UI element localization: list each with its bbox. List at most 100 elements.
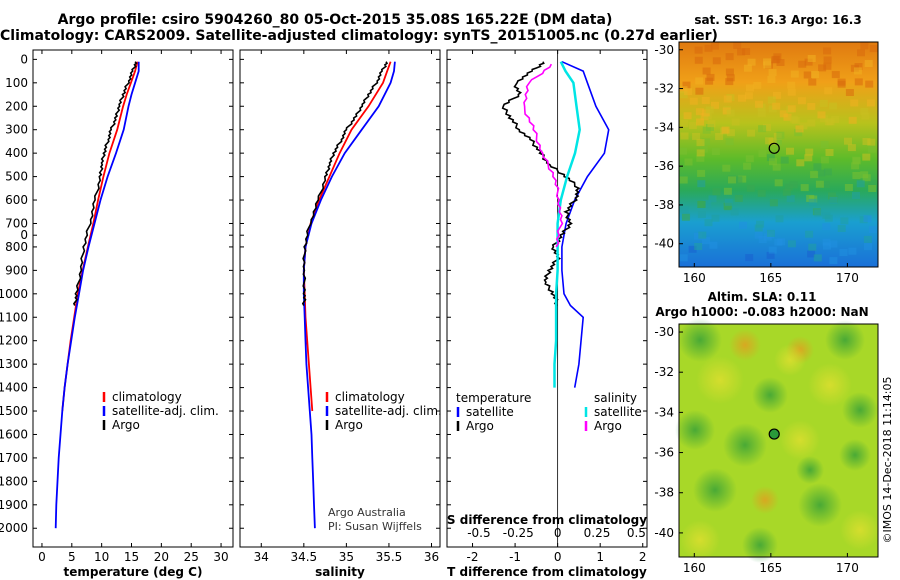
- sst-texture-cell: [710, 42, 719, 50]
- sst-texture-cell: [775, 215, 784, 223]
- depth-tick-label: 0: [20, 52, 28, 66]
- x-tick-label: 35: [339, 550, 354, 564]
- sla-texture-blob: [774, 344, 806, 376]
- legend-label: climatology: [112, 390, 182, 404]
- sst-texture-cell: [697, 180, 706, 188]
- depth-tick-label: 1000: [0, 287, 28, 301]
- sst-texture-cell: [757, 189, 766, 197]
- sst-texture-cell: [723, 95, 732, 103]
- series-line-argo: [72, 61, 138, 306]
- sst-texture-cell: [817, 111, 826, 119]
- sst-texture-cell: [734, 194, 743, 202]
- sst-texture-cell: [863, 215, 872, 223]
- sst-texture-cell: [860, 171, 869, 179]
- sst-texture-cell: [808, 78, 817, 86]
- sst-texture-cell: [847, 144, 856, 152]
- sst-texture-cell: [828, 192, 836, 200]
- sst-texture-cell: [787, 81, 796, 89]
- legend-label: Argo: [335, 418, 363, 432]
- sst-texture-cell: [787, 240, 796, 248]
- sla-texture-blob: [752, 377, 788, 413]
- sst-map: 160 165 170 -30 -32 -34 -36 -38 -40 sat. SST: 16…: [654, 13, 879, 285]
- sst-texture-cell: [733, 42, 742, 49]
- sst-texture-cell: [789, 115, 798, 123]
- x-axis-label: salinity: [315, 565, 365, 579]
- sst-texture-cell: [805, 148, 814, 156]
- sst-map-axes: 160 165 170 -30 -32 -34 -36 -38 -40: [654, 43, 858, 285]
- sst-texture-cell: [817, 169, 826, 177]
- sst-texture-cell: [848, 116, 857, 124]
- sst-texture-cell: [712, 57, 721, 65]
- sst-texture-cell: [684, 158, 693, 166]
- sla-texture-blob: [751, 486, 779, 514]
- sst-texture-cell: [704, 44, 713, 52]
- sst-texture-cell: [861, 112, 870, 120]
- sst-texture-cell: [681, 213, 690, 221]
- sst-texture-cell: [837, 80, 846, 88]
- series-line-temperature-satellite: [561, 60, 610, 388]
- sst-texture-cell: [696, 139, 705, 147]
- sst-texture-cell: [813, 163, 822, 171]
- sst-texture-cell: [789, 181, 798, 189]
- depth-tick-label: 700: [5, 216, 28, 230]
- sst-texture-cell: [734, 176, 743, 184]
- sst-texture-cell: [728, 176, 736, 184]
- sla-texture-blob: [723, 423, 767, 467]
- sst-texture-cell: [811, 71, 819, 78]
- sst-texture-cell: [807, 102, 816, 110]
- sst-texture-cell: [869, 45, 878, 53]
- map-y-tick-label: -34: [654, 120, 674, 134]
- sst-texture-cell: [696, 118, 705, 126]
- salinity-tick-label: 0: [554, 526, 562, 540]
- sst-texture-cell: [708, 195, 717, 203]
- sst-texture-cell: [854, 63, 863, 70]
- sst-texture-cell: [697, 169, 706, 177]
- sst-texture-cell: [808, 198, 817, 206]
- salinity-tick-label: 0.25: [584, 526, 611, 540]
- sst-texture-cell: [804, 154, 813, 162]
- sst-texture-cell: [829, 257, 838, 265]
- sst-texture-cell: [757, 109, 766, 117]
- sst-texture-cell: [758, 125, 767, 133]
- map-x-tick-label: 170: [836, 271, 859, 285]
- sst-texture-cell: [725, 78, 734, 86]
- sst-texture-cell: [831, 71, 840, 79]
- x-axis-label: T difference from climatology: [447, 565, 647, 579]
- sst-texture-cell: [769, 199, 778, 207]
- sst-texture-cell: [683, 112, 692, 120]
- sst-texture-cell: [707, 120, 716, 128]
- sst-texture-cell: [726, 129, 735, 137]
- map-x-tick-label: 165: [759, 561, 782, 575]
- sst-texture-cell: [869, 226, 877, 234]
- sst-texture-cell: [754, 224, 763, 232]
- sst-texture-cell: [848, 247, 857, 255]
- sst-texture-cell: [803, 71, 812, 79]
- sst-texture-cell: [705, 77, 714, 85]
- sla-texture-blob: [798, 483, 842, 527]
- sst-texture-cell: [862, 153, 871, 161]
- sst-texture-cell: [813, 254, 822, 262]
- sst-texture-cell: [837, 225, 846, 232]
- sst-texture-cell: [787, 88, 796, 96]
- depth-tick-label: 400: [5, 146, 28, 160]
- sst-texture-cell: [745, 254, 754, 262]
- sst-texture-cell: [766, 251, 775, 259]
- sst-texture-cell: [806, 194, 815, 202]
- map-y-tick-label: -36: [654, 446, 674, 460]
- sst-texture-cell: [694, 46, 703, 54]
- x-tick-label: 15: [124, 550, 139, 564]
- sst-texture-cell: [688, 245, 697, 253]
- sst-texture-cell: [851, 162, 860, 170]
- legend-label: Argo: [466, 419, 494, 433]
- sst-texture-cell: [680, 120, 689, 128]
- sla-texture-blob: [796, 456, 824, 484]
- sst-texture-cell: [785, 183, 793, 191]
- sst-texture-cell: [738, 94, 746, 102]
- sla-map-texture: [675, 318, 880, 563]
- sla-map: 160 165 170 -30 -32 -34 -36 -38 -40 Altim. SLA: …: [654, 290, 880, 575]
- x-tick-label: 20: [154, 550, 169, 564]
- series-line-argo: [301, 61, 389, 306]
- sst-texture-cell: [776, 59, 785, 66]
- x-tick-label: -2: [467, 550, 479, 564]
- series-line-satellite-adj-clim-: [54, 61, 140, 529]
